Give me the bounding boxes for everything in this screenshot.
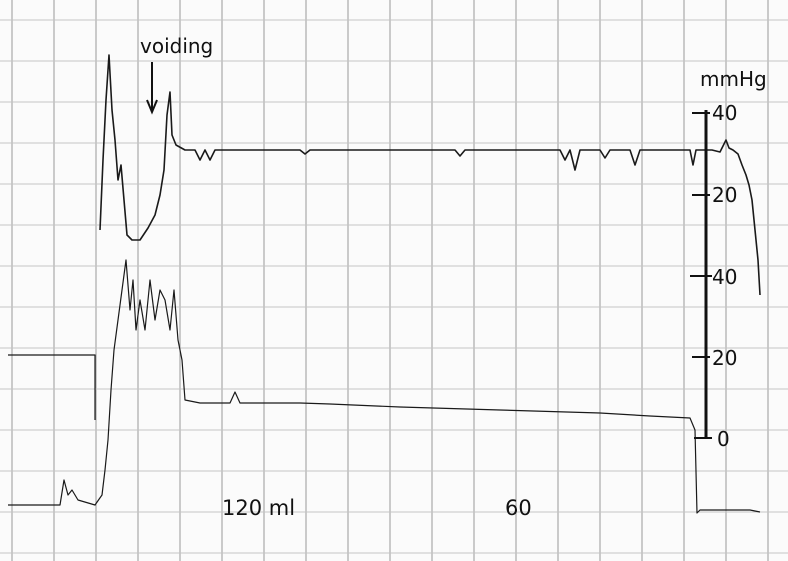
annotations: voiding 120 ml 60 <box>140 34 532 520</box>
series-line-upper <box>99 54 761 296</box>
scale-tick-label-20-lower: 20 <box>712 346 737 370</box>
scale-tick-label-20-upper: 20 <box>712 183 737 207</box>
volume-label-60: 60 <box>505 496 532 520</box>
scale-unit-label: mmHg <box>700 67 767 91</box>
scale-tick-label-0-lower: 0 <box>717 427 730 451</box>
series-line-lower <box>8 259 761 514</box>
scale-tick-label-40-lower: 40 <box>712 265 737 289</box>
pressure-scale: mmHg 40 20 40 20 0 <box>690 67 767 451</box>
voiding-arrow-head <box>146 99 158 115</box>
pressure-traces <box>8 54 761 514</box>
volume-label-120: 120 ml <box>222 496 295 520</box>
voiding-annotation: voiding <box>140 34 213 58</box>
series-line-left-baseline <box>8 354 96 420</box>
scale-tick-label-40-upper: 40 <box>712 101 737 125</box>
